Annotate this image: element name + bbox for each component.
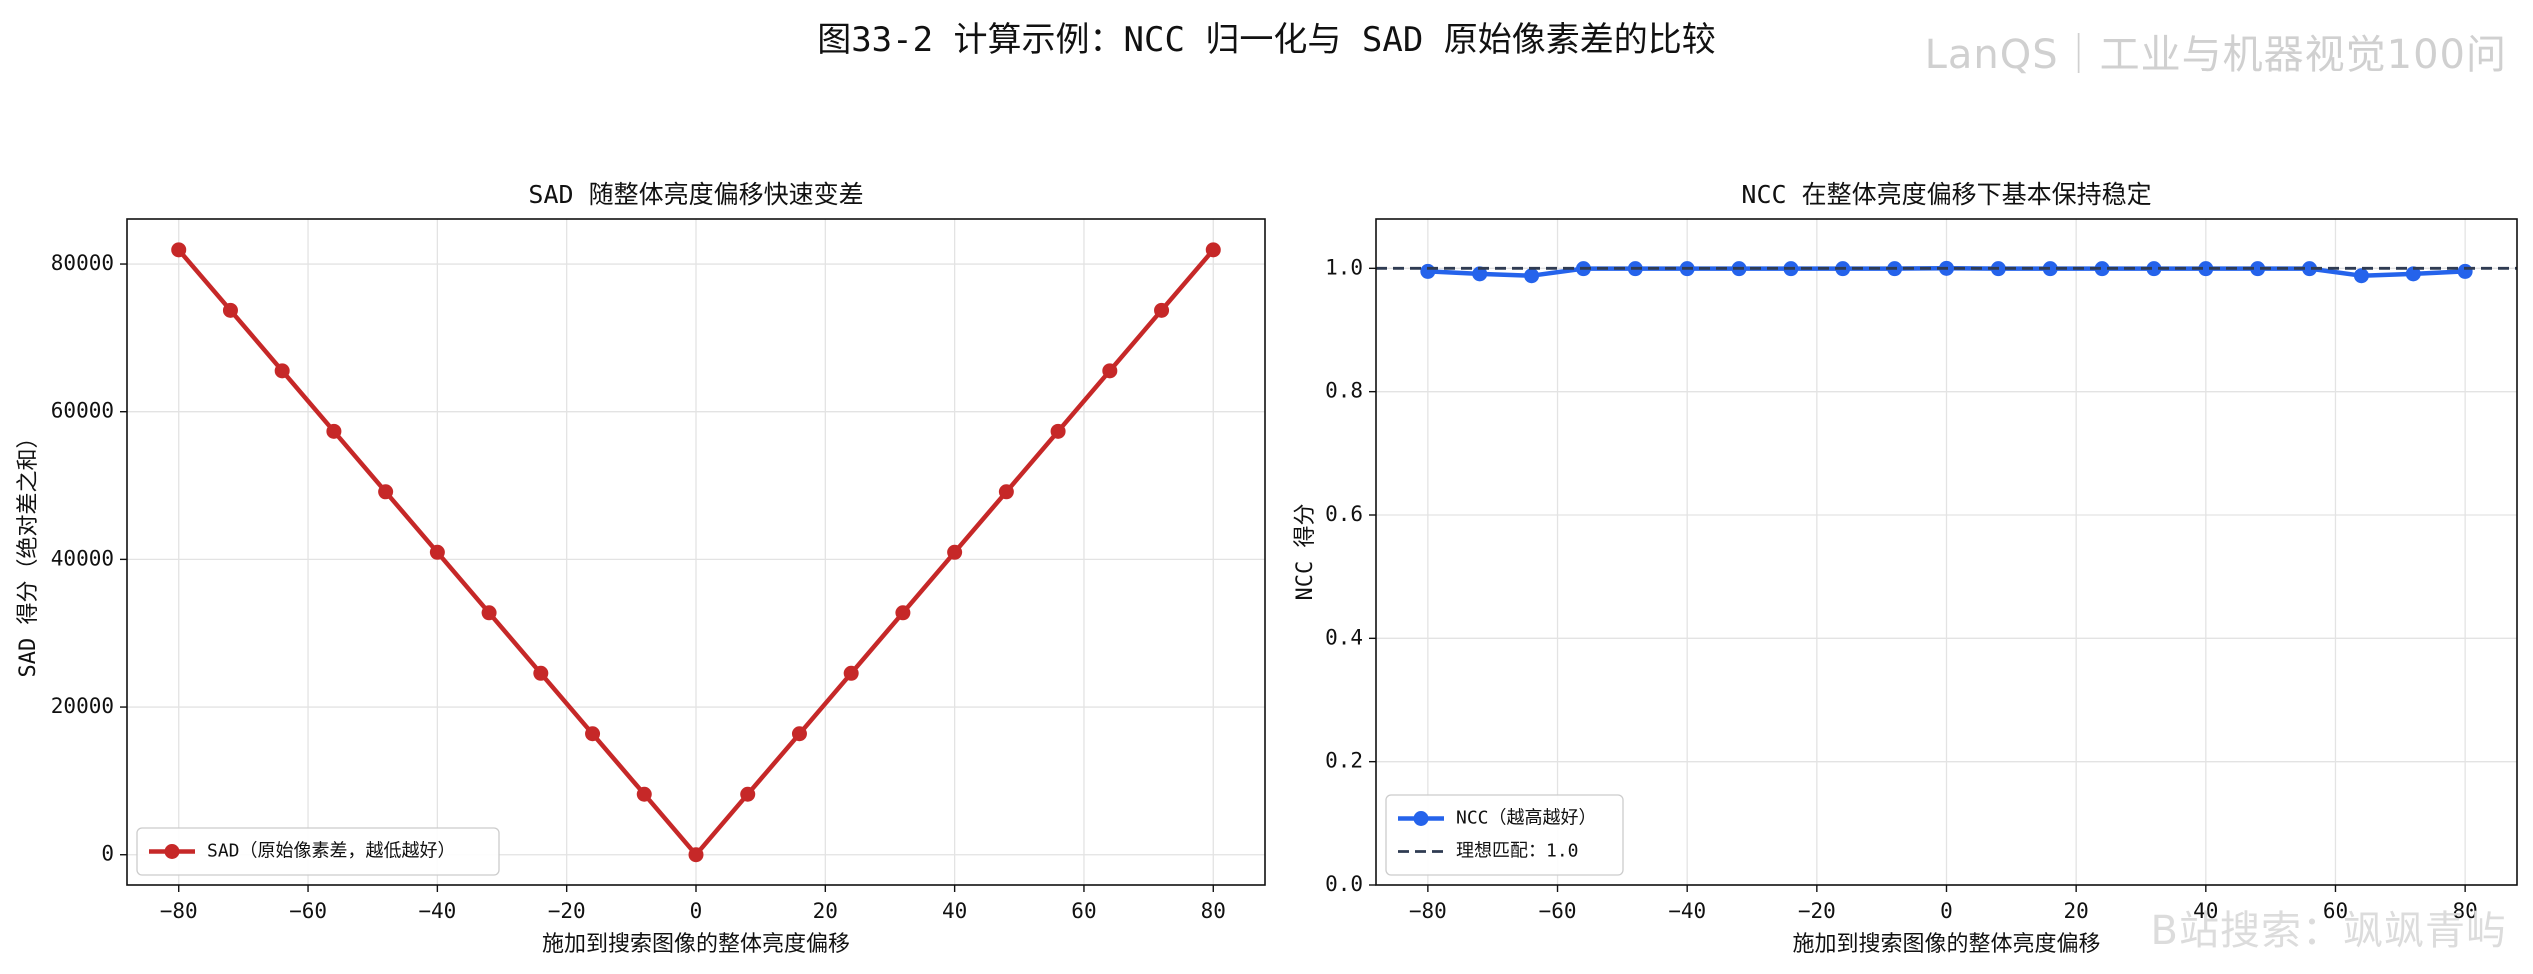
panel1-ytick-label: 0 [101,842,114,866]
panel1-data-point [895,605,911,621]
panel1-data-point [1154,302,1170,318]
panel1-xtick-label: 60 [1071,899,1096,923]
watermark-top: LanQS｜工业与机器视觉100问 [1924,32,2507,78]
panel1-data-point [947,544,963,560]
panel1-data-point [1050,423,1066,439]
panel1-data-point [688,847,704,863]
panel2-data-point [1420,263,1436,279]
panel1-ytick-label: 60000 [51,399,114,423]
panel1-xtick-label: 0 [690,899,703,923]
panel1-data-point [998,484,1014,500]
panel2-ylabel: NCC 得分 [1293,504,1318,601]
panel1-data-point [378,484,394,500]
panel2-ytick-label: 0.6 [1325,502,1363,526]
panel2-data-point [2198,261,2214,277]
watermark-bottom: B站搜索：飒飒青屿 [2150,908,2507,954]
panel2-data-point [2146,261,2162,277]
panel2-xtick-label: 60 [2323,899,2348,923]
panel1-data-point [1205,242,1221,258]
panel2-ytick-label: 0.2 [1325,749,1363,773]
panel1-xtick-label: 80 [1201,899,1226,923]
panel1-axes-frame [126,218,1266,886]
panel2-data-point [2094,261,2110,277]
panel1-data-point [740,786,756,802]
panel1-title: SAD 随整体亮度偏移快速变差 [528,180,863,209]
panel2-xtick-label: −60 [1539,899,1577,923]
panel2-xtick-label: −40 [1668,899,1706,923]
panel1-data-point [636,786,652,802]
panel2-data-point [2302,261,2318,277]
panel2-ytick-label: 0.8 [1325,379,1363,403]
panel2-title: NCC 在整体亮度偏移下基本保持稳定 [1741,180,2151,209]
panel1-xlabel: 施加到搜索图像的整体亮度偏移 [542,932,850,957]
panel2-data-point [2353,268,2369,284]
panel2-legend-label: NCC（越高越好） [1456,808,1597,829]
panel2-xtick-label: −20 [1798,899,1836,923]
panel1-legend-marker [164,844,180,859]
panel2-xlabel: 施加到搜索图像的整体亮度偏移 [1792,932,2100,957]
panel2-data-point [1472,266,1488,282]
panel1-data-point [533,665,549,681]
panel2-ytick-label: 0.4 [1325,625,1363,649]
panel2-axes-frame [1375,218,2518,886]
panel2-data-point [1524,268,1540,284]
panel1-data-point [429,544,445,560]
panel1-xtick-label: −20 [548,899,586,923]
panel1-xtick-label: 20 [813,899,838,923]
panel2-xtick-label: 80 [2452,899,2477,923]
panel1-xtick-label: −60 [289,899,327,923]
panel2-data-point [2042,261,2058,277]
panel1-data-point [585,726,601,742]
panel2-ytick-label: 0.0 [1325,872,1363,896]
panel1-data-point [222,302,238,318]
panel2-data-point [2250,261,2266,277]
panel1-xtick-label: −80 [160,899,198,923]
panel2-data-point [2405,266,2421,282]
panel2-data-point [2457,263,2473,279]
panel1-ytick-label: 40000 [51,546,114,570]
panel1-xtick-label: 40 [942,899,967,923]
panel1-ylabel: SAD 得分（绝对差之和） [16,427,41,678]
panel1-data-point [791,726,807,742]
panel1-legend-label: SAD（原始像素差，越低越好） [207,841,456,862]
panel1-data-point [843,665,859,681]
panel2-legend [1385,794,1624,876]
panel1-data-point [326,423,342,439]
panel2-legend-label: 理想匹配：1.0 [1456,841,1579,862]
panel2-xtick-label: 20 [2064,899,2089,923]
panel1-data-point [481,605,497,621]
panel1-ytick-label: 80000 [51,251,114,275]
panel2-xtick-label: 40 [2193,899,2218,923]
panel1-data-point [274,363,290,379]
panel1-legend [136,827,500,876]
panel1-data-point [171,242,187,258]
panel1-ytick-label: 20000 [51,694,114,718]
panel1-xtick-label: −40 [418,899,456,923]
panel2-xtick-label: 0 [1940,899,1953,923]
panel2-ytick-label: 1.0 [1325,255,1363,279]
panel1-data-point [1102,363,1118,379]
panel2-legend-marker [1413,811,1429,826]
figure-title: 图33-2 计算示例：NCC 归一化与 SAD 原始像素差的比较 [817,20,1716,60]
panel2-xtick-label: −80 [1409,899,1447,923]
